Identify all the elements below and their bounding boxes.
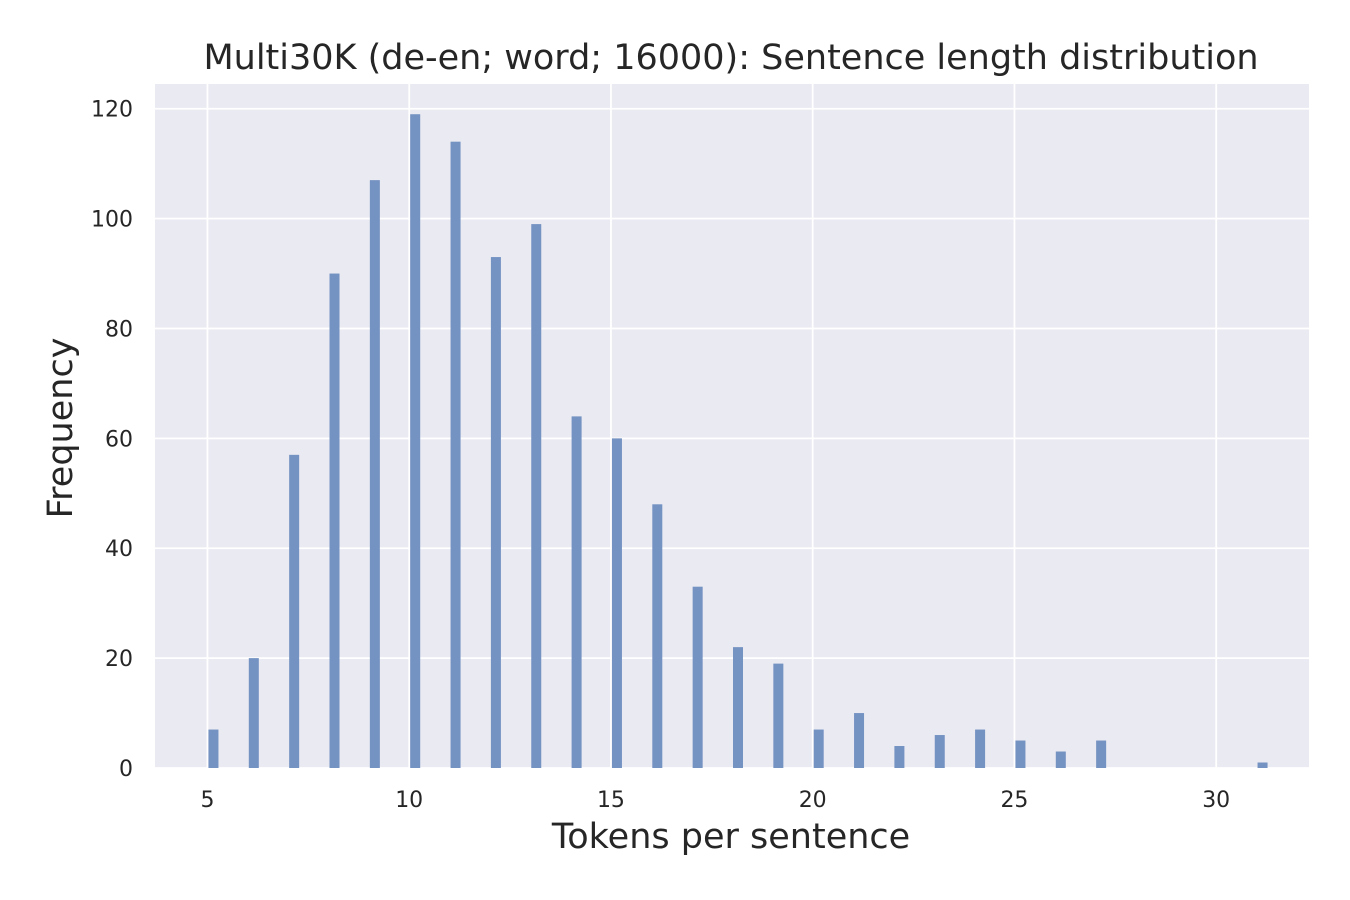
bar-21 [854,713,865,768]
y-tick-label: 60 [105,427,133,452]
bar-20 [813,729,824,768]
bar-24 [975,729,986,768]
grid-layer [155,84,1309,769]
y-tick-labels: 0 20 40 60 80 100 120 [91,98,133,782]
y-tick-label: 120 [91,98,133,123]
y-tick-label: 0 [119,757,133,782]
y-tick-label: 100 [91,208,133,233]
bar-8 [329,273,340,768]
bar-25 [1015,740,1026,768]
bar-19 [773,663,784,768]
bar-12 [490,257,501,768]
x-tick-labels: 5 10 15 20 25 30 [200,788,1230,813]
bar-18 [733,647,743,768]
x-tick-label: 30 [1202,788,1230,813]
bar-23 [934,735,945,768]
y-axis-label: Frequency [41,338,81,519]
x-axis-label: Tokens per sentence [551,817,910,857]
bar-11 [450,141,461,768]
x-tick-label: 25 [1000,788,1028,813]
x-tick-label: 10 [395,788,423,813]
bar-13 [531,224,542,769]
bar-10 [410,114,421,769]
x-tick-label: 15 [597,788,625,813]
chart-title: Multi30K (de-en; word; 16000): Sentence … [203,38,1258,78]
plot-area [155,84,1309,768]
bar-9 [369,180,380,768]
bar-27 [1096,740,1107,768]
bar-14 [571,416,582,768]
y-tick-label: 80 [105,317,133,342]
bar-26 [1055,751,1066,768]
bar-31 [1257,762,1268,768]
bar-7 [289,454,300,768]
bar-15 [611,438,622,768]
bar-16 [652,504,663,768]
bar-5 [208,729,219,768]
y-tick-label: 40 [105,537,133,562]
y-tick-label: 20 [105,647,133,672]
bar-17 [692,586,703,768]
x-tick-label: 5 [200,788,214,813]
bar-22 [894,746,905,768]
bar-layer [208,114,1268,769]
x-tick-label: 20 [799,788,827,813]
bar-6 [248,658,259,768]
